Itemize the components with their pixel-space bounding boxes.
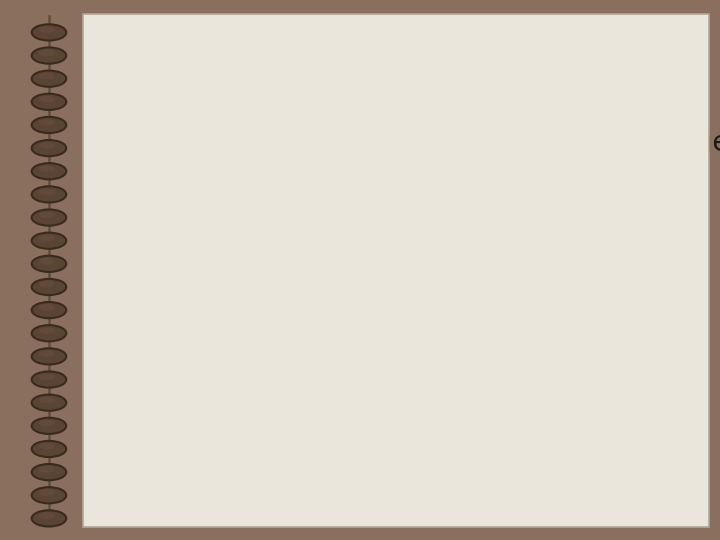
Text: have?: have?: [146, 163, 229, 191]
Ellipse shape: [39, 26, 55, 33]
Text: How many valence electrons does nitrogen: How many valence electrons does nitrogen: [146, 129, 720, 157]
Ellipse shape: [32, 71, 66, 87]
Ellipse shape: [32, 348, 66, 364]
Ellipse shape: [39, 50, 55, 56]
Ellipse shape: [39, 489, 55, 496]
Ellipse shape: [39, 258, 55, 265]
Ellipse shape: [39, 119, 55, 125]
Ellipse shape: [32, 233, 66, 249]
Ellipse shape: [39, 512, 55, 519]
Text: •: •: [176, 239, 190, 263]
Text: – Draw the Bohr diagram: – Draw the Bohr diagram: [148, 200, 462, 224]
Text: identify: identify: [207, 241, 297, 261]
Ellipse shape: [39, 165, 55, 172]
Ellipse shape: [39, 420, 55, 427]
Ellipse shape: [32, 372, 66, 388]
Ellipse shape: [32, 210, 66, 226]
Ellipse shape: [32, 48, 66, 64]
Ellipse shape: [39, 350, 55, 357]
Ellipse shape: [32, 163, 66, 179]
Ellipse shape: [32, 279, 66, 295]
Text: •: •: [112, 130, 130, 161]
Ellipse shape: [39, 73, 55, 79]
Ellipse shape: [32, 441, 66, 457]
Ellipse shape: [32, 464, 66, 480]
Text: Chem Catalyst: Chem Catalyst: [233, 46, 562, 89]
Ellipse shape: [32, 117, 66, 133]
Ellipse shape: [32, 256, 66, 272]
Ellipse shape: [32, 302, 66, 318]
Ellipse shape: [32, 395, 66, 411]
Ellipse shape: [39, 397, 55, 403]
Text: the number of valence electrons,: the number of valence electrons,: [258, 241, 675, 261]
Ellipse shape: [32, 94, 66, 110]
Ellipse shape: [39, 304, 55, 310]
Ellipse shape: [32, 325, 66, 341]
Ellipse shape: [39, 188, 55, 195]
Text: number of shells in the atom: number of shells in the atom: [207, 280, 570, 300]
Ellipse shape: [39, 142, 55, 149]
Ellipse shape: [39, 443, 55, 449]
Ellipse shape: [39, 374, 55, 380]
Ellipse shape: [39, 235, 55, 241]
Ellipse shape: [39, 466, 55, 472]
Text: and the: and the: [531, 241, 624, 261]
Ellipse shape: [32, 186, 66, 202]
Ellipse shape: [32, 24, 66, 40]
Ellipse shape: [32, 510, 66, 526]
Ellipse shape: [39, 327, 55, 334]
Ellipse shape: [39, 96, 55, 103]
Ellipse shape: [39, 212, 55, 218]
Ellipse shape: [32, 140, 66, 156]
Ellipse shape: [39, 281, 55, 287]
Ellipse shape: [32, 487, 66, 503]
Ellipse shape: [32, 418, 66, 434]
